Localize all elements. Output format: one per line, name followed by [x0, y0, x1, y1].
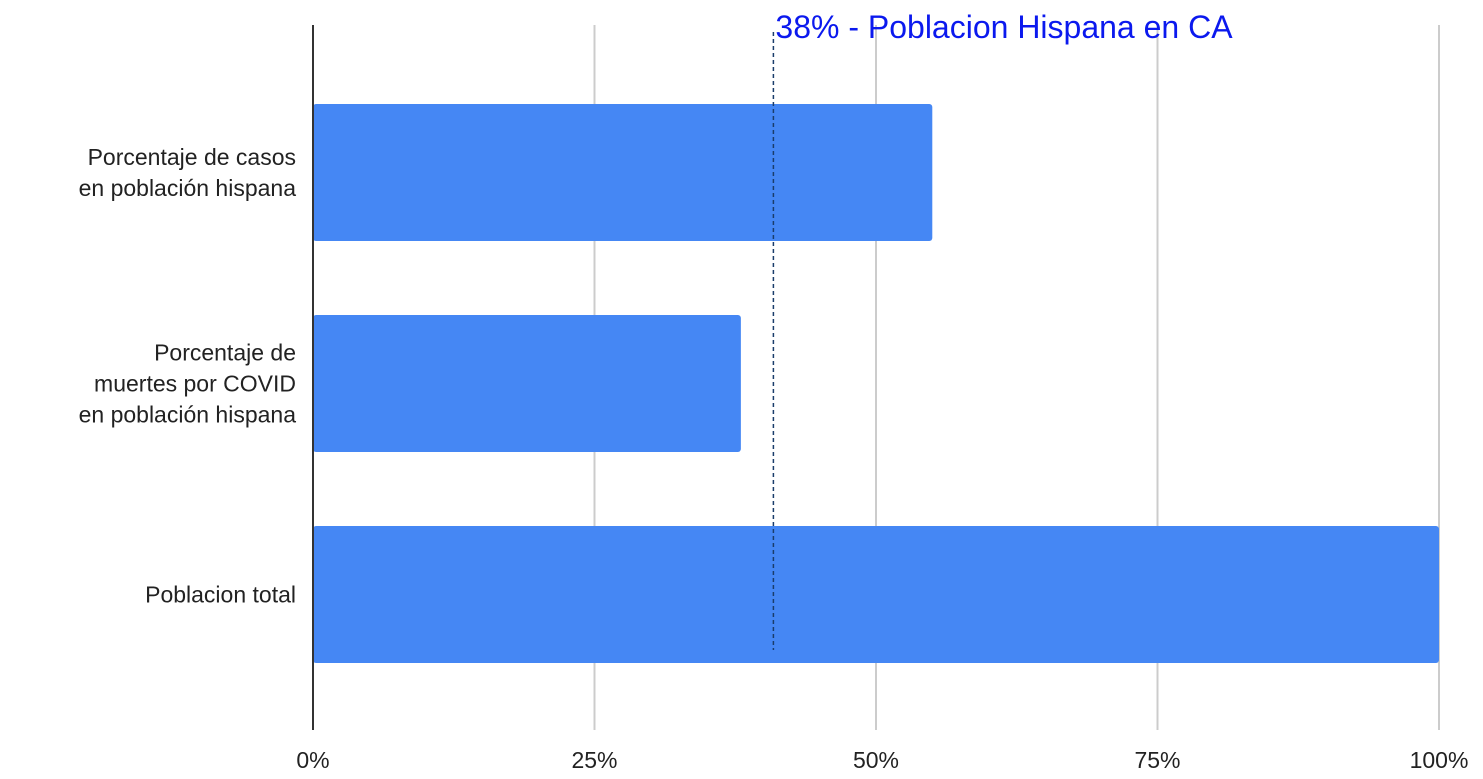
category-label: Porcentaje de muertes por COVID en poblaci… [79, 340, 297, 428]
reference-line-label: 38% - Poblacion Hispana en CA [775, 9, 1233, 45]
x-tick-label: 100% [1410, 747, 1469, 773]
reference-annotation: 38% - Poblacion Hispana en CA [772, 9, 1233, 650]
x-tick-label: 75% [1134, 747, 1180, 773]
bar [313, 526, 1439, 663]
category-label-line: en población hispana [79, 402, 297, 428]
category-label-line: Porcentaje de casos [88, 144, 296, 170]
bar [313, 315, 741, 452]
category-label-line: Poblacion total [145, 582, 296, 608]
category-label: Porcentaje de casos en población hispana [79, 144, 297, 201]
x-tick-label: 50% [853, 747, 899, 773]
x-tick-labels: 0% 25% 50% 75% 100% [296, 747, 1468, 773]
category-label: Poblacion total [145, 582, 296, 608]
bar [313, 104, 933, 241]
category-label-line: muertes por COVID [94, 371, 296, 397]
x-tick-label: 0% [296, 747, 329, 773]
category-label-line: en población hispana [79, 175, 297, 201]
category-label-line: Porcentaje de [154, 340, 296, 366]
bars [313, 104, 1439, 663]
x-tick-label: 25% [571, 747, 617, 773]
category-labels: Porcentaje de casos en población hispanaP… [79, 144, 297, 608]
